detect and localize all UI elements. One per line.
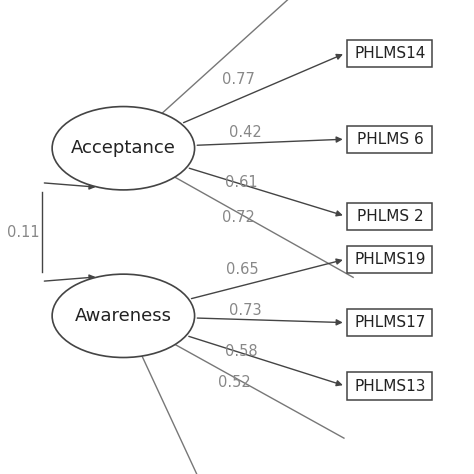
FancyBboxPatch shape [347, 309, 432, 336]
Text: PHLMS 6: PHLMS 6 [356, 132, 423, 146]
Text: PHLMS17: PHLMS17 [354, 315, 426, 330]
Text: PHLMS14: PHLMS14 [354, 46, 426, 61]
Text: PHLMS19: PHLMS19 [354, 252, 426, 267]
Text: PHLMS13: PHLMS13 [354, 379, 426, 393]
Ellipse shape [52, 274, 195, 357]
Ellipse shape [52, 107, 195, 190]
Text: 0.52: 0.52 [218, 374, 250, 390]
Text: 0.65: 0.65 [226, 263, 259, 277]
Text: Acceptance: Acceptance [71, 139, 176, 157]
Text: PHLMS 2: PHLMS 2 [356, 209, 423, 224]
Text: 0.42: 0.42 [229, 126, 262, 140]
FancyBboxPatch shape [347, 202, 432, 230]
Text: 0.11: 0.11 [7, 225, 39, 239]
FancyBboxPatch shape [347, 246, 432, 273]
Text: 0.58: 0.58 [225, 344, 257, 359]
FancyBboxPatch shape [347, 373, 432, 400]
Text: 0.72: 0.72 [222, 210, 255, 226]
Text: 0.61: 0.61 [225, 175, 258, 190]
Text: 0.73: 0.73 [229, 303, 262, 319]
Text: 0.77: 0.77 [222, 72, 255, 87]
FancyBboxPatch shape [347, 39, 432, 67]
FancyBboxPatch shape [347, 126, 432, 153]
Text: Awareness: Awareness [75, 307, 172, 325]
